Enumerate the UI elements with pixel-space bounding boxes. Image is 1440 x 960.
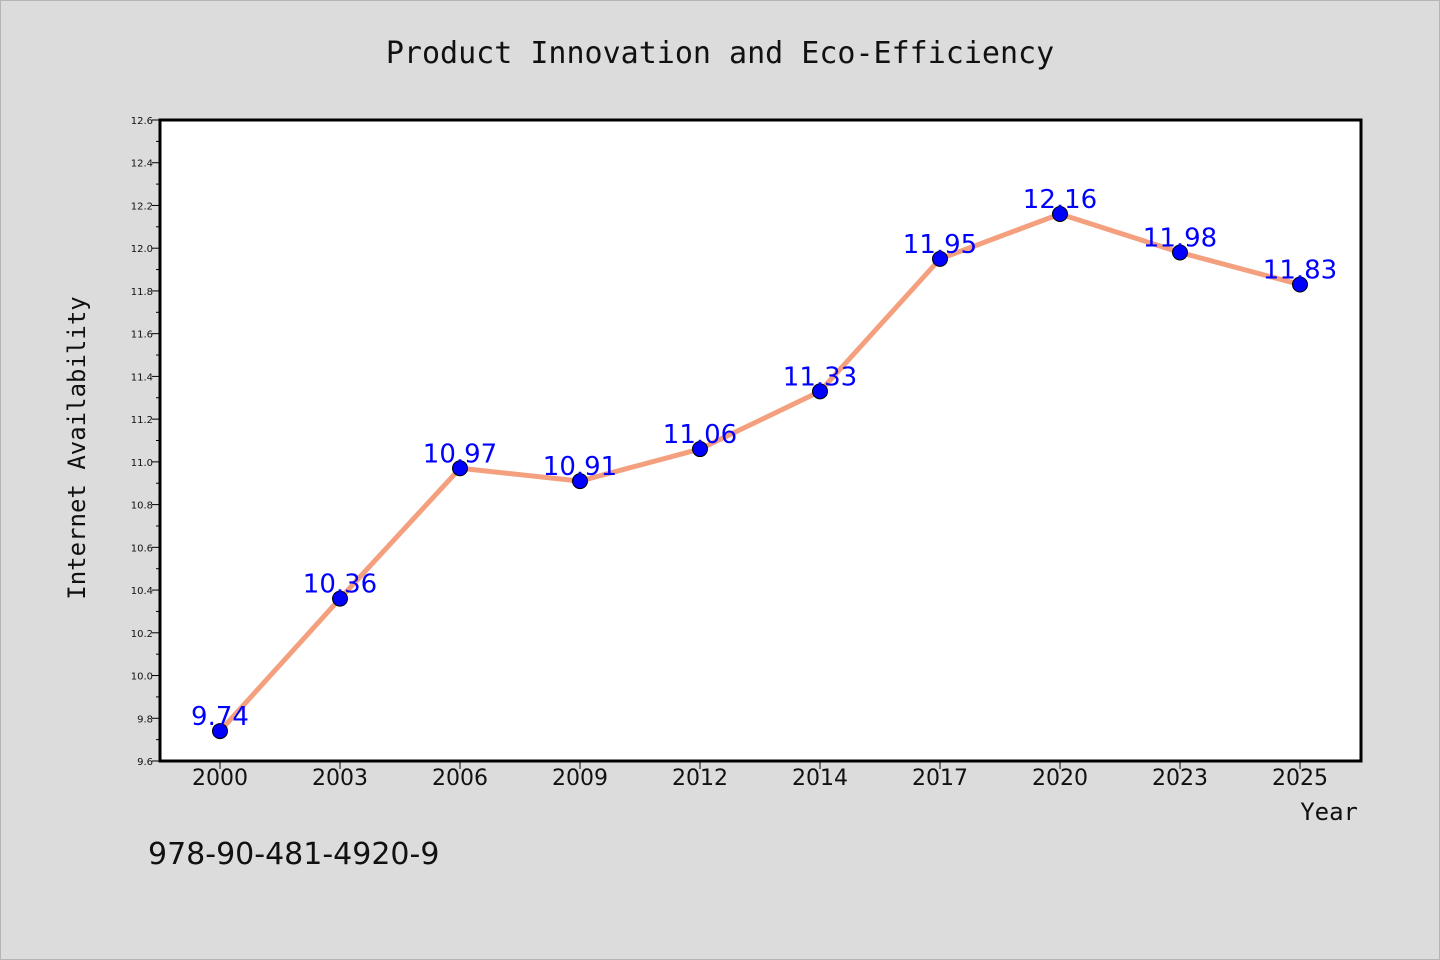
data-point [332,590,348,607]
chart-title: Product Innovation and Eco-Efficiency [386,36,1054,71]
data-point [452,460,468,477]
x-tick-label: 2000 [192,766,248,791]
x-tick-label: 2023 [1152,766,1208,791]
data-label: 11.95 [903,230,977,260]
plot-area [160,120,1361,761]
isbn-annotation: 978-90-481-4920-9 [148,837,439,872]
y-tick-label: 11.0 [131,458,153,469]
data-label: 12.16 [1023,185,1097,215]
series-markers [212,206,1308,740]
y-tick-label: 10.0 [131,672,153,683]
x-tick-label: 2020 [1032,766,1088,791]
data-point [932,250,948,267]
data-label: 10.91 [543,452,617,482]
data-label: 11.33 [783,362,857,392]
y-tick-label: 10.6 [131,543,153,554]
data-point [572,473,588,490]
y-tick-label: 9.8 [137,714,153,725]
y-tick-label: 9.6 [137,757,153,768]
data-point [812,383,828,400]
data-label: 10.97 [423,439,497,469]
plot-frame [158,118,1363,763]
data-point [1052,206,1068,223]
data-point [692,441,708,458]
data-point [1292,276,1308,293]
x-tick-label: 2012 [672,766,728,791]
series-line-path [217,211,1303,734]
x-axis-ticks: 2000 2003 2006 2009 2012 2014 2017 2020 2023 2025 [192,761,1328,791]
x-tick-label: 2025 [1272,766,1328,791]
x-tick-label: 2003 [312,766,368,791]
y-tick-label: 11.6 [131,330,153,341]
data-label: 11.06 [663,420,737,450]
series-line [217,211,1303,734]
y-tick-label: 11.2 [131,415,153,426]
y-tick-label: 11.4 [131,372,153,383]
y-tick-label: 12.2 [131,201,153,212]
y-tick-label: 12.6 [131,116,153,127]
data-labels: 9.74 10.36 10.97 10.91 11.06 11.33 11.95 12.16 1… [191,185,1337,732]
x-tick-label: 2006 [432,766,488,791]
data-point [212,723,228,740]
y-tick-label: 10.2 [131,629,153,640]
x-tick-label: 2017 [912,766,968,791]
data-point [1172,244,1188,261]
y-tick-label: 12.0 [131,244,153,255]
data-label: 11.83 [1263,256,1337,286]
y-axis-ticks: 9.6 9.8 10.0 10.2 10.4 10.6 10.8 11.0 11.2 11.4 11… [131,116,160,768]
data-label: 9.74 [191,702,249,732]
data-label: 11.98 [1143,223,1217,253]
y-axis-title: Internet Availability [63,296,91,599]
y-tick-label: 11.8 [131,287,153,298]
y-tick-label: 12.4 [131,159,153,170]
x-tick-label: 2014 [792,766,848,791]
y-tick-label: 10.8 [131,501,153,512]
x-axis-title: Year [1300,798,1358,826]
data-label: 10.36 [303,570,377,600]
x-tick-label: 2009 [552,766,608,791]
y-tick-label: 10.4 [131,586,153,597]
